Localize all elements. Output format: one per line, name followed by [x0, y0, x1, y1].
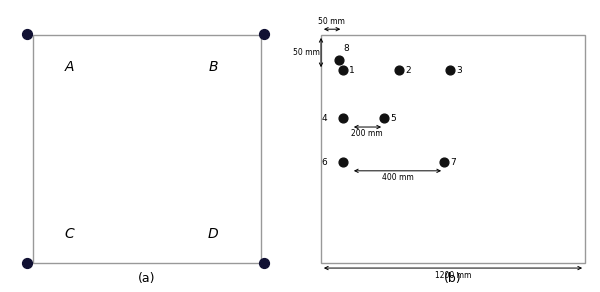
Point: [338, 116, 348, 121]
Point: [259, 261, 269, 266]
Text: 6: 6: [321, 158, 327, 166]
Text: A: A: [64, 60, 74, 74]
Text: D: D: [208, 227, 218, 241]
Point: [338, 68, 348, 72]
Text: 3: 3: [456, 66, 462, 74]
Text: 50 mm: 50 mm: [293, 48, 319, 57]
Text: (a): (a): [138, 272, 156, 285]
Point: [445, 68, 455, 72]
Text: (b): (b): [444, 272, 462, 285]
Text: 2: 2: [405, 66, 410, 74]
Text: 1200 mm: 1200 mm: [435, 271, 471, 280]
Text: 5: 5: [390, 114, 396, 123]
Bar: [321, 35, 585, 263]
Point: [379, 116, 389, 121]
Text: 7: 7: [450, 158, 456, 166]
Bar: [33, 35, 261, 263]
Text: C: C: [64, 227, 74, 241]
Text: 400 mm: 400 mm: [382, 173, 413, 182]
Point: [259, 31, 269, 36]
Point: [394, 68, 404, 72]
Point: [22, 31, 32, 36]
Text: 1: 1: [349, 66, 355, 74]
Point: [439, 160, 449, 164]
Text: 4: 4: [322, 114, 327, 123]
Point: [22, 261, 32, 266]
Text: 50 mm: 50 mm: [319, 17, 345, 26]
Point: [334, 58, 344, 62]
Point: [338, 160, 348, 164]
Text: B: B: [208, 60, 218, 74]
Text: 200 mm: 200 mm: [352, 129, 383, 138]
Text: 8: 8: [343, 44, 349, 53]
